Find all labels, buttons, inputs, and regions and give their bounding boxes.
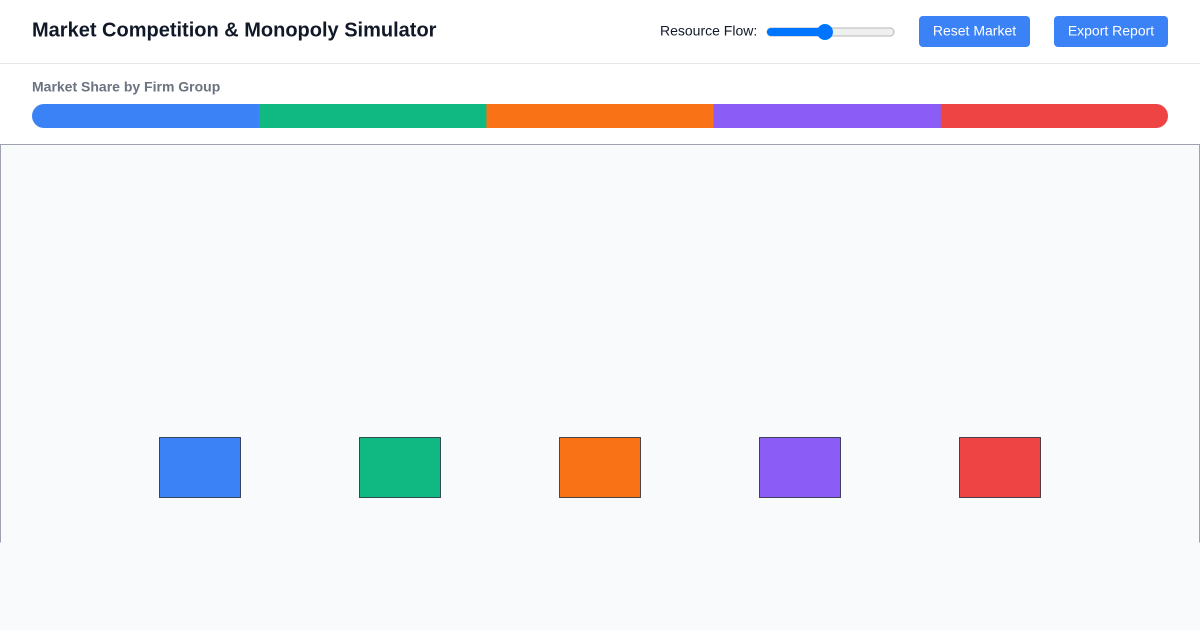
share-segment bbox=[259, 104, 487, 128]
button[interactable]: Reset Market bbox=[919, 16, 1030, 47]
button[interactable]: Export Report bbox=[1054, 16, 1168, 47]
firm bbox=[559, 437, 641, 498]
app-title: Market Competition & Monopoly Simulator bbox=[32, 19, 437, 41]
section-title: Market Share by Firm Group bbox=[32, 79, 220, 95]
share-segment bbox=[486, 104, 715, 128]
share-segment bbox=[32, 104, 260, 128]
firm bbox=[159, 437, 241, 498]
button-label[interactable]: Reset Market bbox=[933, 23, 1016, 39]
button-bg[interactable] bbox=[919, 16, 1030, 47]
share-segment bbox=[940, 104, 1168, 128]
slider-label: Resource Flow: bbox=[660, 23, 757, 39]
button-label[interactable]: Export Report bbox=[1068, 23, 1154, 39]
slider-thumb[interactable] bbox=[816, 24, 833, 40]
share-segment bbox=[713, 104, 942, 128]
slider-fill[interactable] bbox=[767, 28, 825, 36]
firm bbox=[959, 437, 1041, 498]
firm bbox=[359, 437, 441, 498]
firm bbox=[759, 437, 841, 498]
button-bg[interactable] bbox=[1054, 16, 1168, 47]
